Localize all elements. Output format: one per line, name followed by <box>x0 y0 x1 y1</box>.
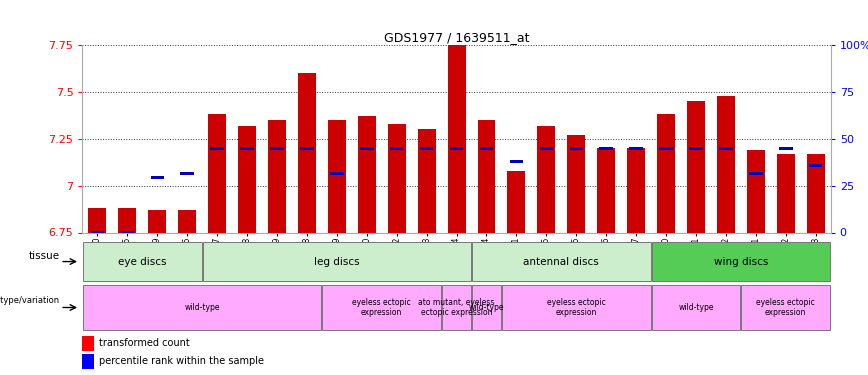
FancyBboxPatch shape <box>652 285 740 330</box>
Bar <box>328 120 345 232</box>
Bar <box>809 164 823 167</box>
FancyBboxPatch shape <box>652 242 830 281</box>
FancyBboxPatch shape <box>472 242 650 281</box>
Text: wing discs: wing discs <box>713 256 768 267</box>
Bar <box>508 171 525 232</box>
Bar <box>82 336 94 351</box>
Text: antennal discs: antennal discs <box>523 256 599 267</box>
Bar <box>240 147 253 150</box>
Bar <box>150 176 164 179</box>
Bar <box>628 148 645 232</box>
Bar <box>210 147 224 150</box>
Bar <box>121 231 134 234</box>
Bar <box>300 147 313 150</box>
Bar <box>178 210 196 232</box>
Bar <box>118 208 136 232</box>
Bar <box>746 150 765 232</box>
Text: eyeless ectopic
expression: eyeless ectopic expression <box>756 298 815 317</box>
Bar <box>148 210 167 232</box>
Bar <box>238 126 256 232</box>
FancyBboxPatch shape <box>502 285 650 330</box>
Bar <box>717 96 735 232</box>
Bar <box>360 147 373 150</box>
Text: genotype/variation: genotype/variation <box>0 296 59 304</box>
Bar <box>268 120 286 232</box>
Text: tissue: tissue <box>29 251 59 261</box>
Text: eyeless ectopic
expression: eyeless ectopic expression <box>547 298 606 317</box>
Text: ato mutant, eyeless
ectopic expression: ato mutant, eyeless ectopic expression <box>418 298 495 317</box>
Bar <box>418 129 436 232</box>
Bar <box>568 135 585 232</box>
Bar <box>597 148 615 232</box>
Text: percentile rank within the sample: percentile rank within the sample <box>99 357 264 366</box>
Bar <box>540 147 553 150</box>
Bar <box>298 73 316 232</box>
Title: GDS1977 / 1639511_at: GDS1977 / 1639511_at <box>384 31 529 44</box>
Bar <box>657 114 675 232</box>
Bar <box>82 354 94 369</box>
Bar <box>208 114 227 232</box>
FancyBboxPatch shape <box>741 285 830 330</box>
FancyBboxPatch shape <box>83 242 201 281</box>
Bar <box>388 124 405 232</box>
Text: wild-type: wild-type <box>678 303 713 312</box>
Bar <box>600 147 613 150</box>
Bar <box>689 147 703 150</box>
Bar <box>510 160 523 163</box>
Bar <box>806 154 825 232</box>
Text: transformed count: transformed count <box>99 339 190 348</box>
Bar <box>270 147 284 150</box>
Bar <box>569 147 583 150</box>
Bar <box>390 147 404 150</box>
Bar <box>777 154 795 232</box>
Bar <box>749 172 763 175</box>
Bar <box>420 147 433 150</box>
Text: eye discs: eye discs <box>118 256 167 267</box>
FancyBboxPatch shape <box>472 285 501 330</box>
Text: leg discs: leg discs <box>314 256 359 267</box>
Bar <box>480 147 493 150</box>
Bar <box>181 172 194 175</box>
Bar <box>687 101 705 232</box>
Bar <box>90 231 104 234</box>
FancyBboxPatch shape <box>323 285 441 330</box>
Bar <box>477 120 496 232</box>
Bar <box>537 126 556 232</box>
Text: eyeless ectopic
expression: eyeless ectopic expression <box>352 298 411 317</box>
Bar <box>89 208 107 232</box>
FancyBboxPatch shape <box>83 285 321 330</box>
Bar <box>660 147 673 150</box>
FancyBboxPatch shape <box>203 242 471 281</box>
Bar <box>779 147 792 150</box>
Bar <box>358 116 376 232</box>
Bar <box>330 172 344 175</box>
Bar <box>450 147 464 150</box>
Text: wild-type: wild-type <box>469 303 504 312</box>
Text: wild-type: wild-type <box>184 303 220 312</box>
Bar <box>720 147 733 150</box>
Bar <box>448 45 465 232</box>
FancyBboxPatch shape <box>442 285 471 330</box>
Bar <box>629 147 643 150</box>
